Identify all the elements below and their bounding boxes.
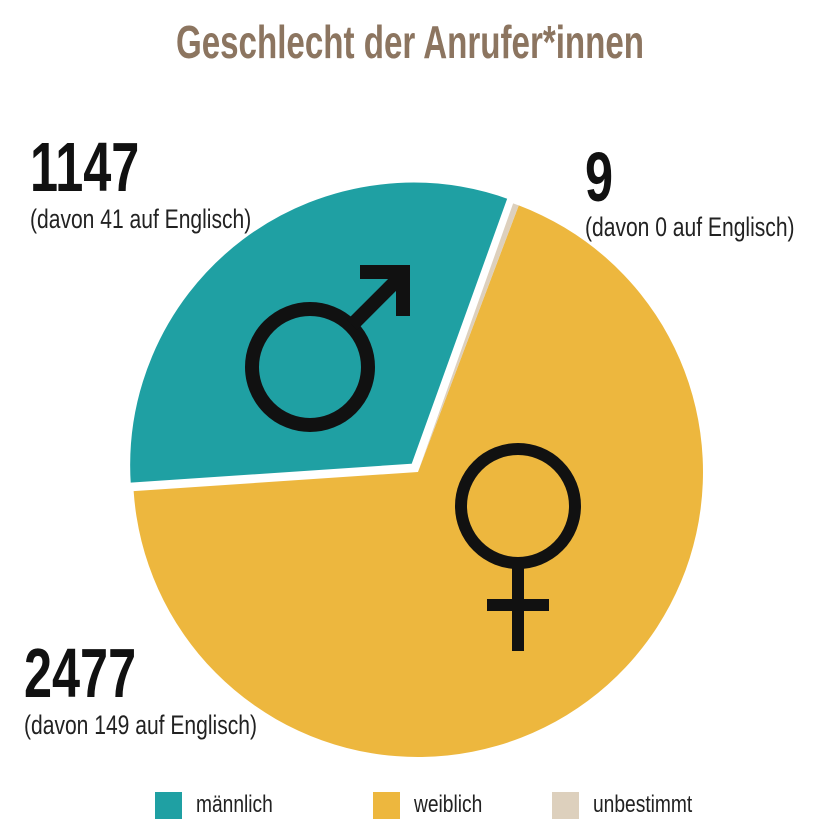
legend-label-unbestimmt: unbestimmt	[593, 791, 693, 818]
note-weiblich: (davon 149 auf Englisch)	[24, 710, 257, 740]
legend-label-weiblich: weiblich	[414, 791, 483, 818]
value-unbestimmt: 9	[585, 138, 614, 216]
female-symbol-icon	[455, 443, 581, 651]
legend-item-unbestimmt: unbestimmt	[552, 790, 717, 820]
pie-slice-weiblich	[133, 205, 703, 758]
value-weiblich: 2477	[24, 634, 137, 712]
legend-label-maennlich: männlich	[196, 791, 273, 818]
pie-slice-unbestimmt	[418, 203, 519, 472]
note-maennlich: (davon 41 auf Englisch)	[30, 204, 252, 234]
legend-swatch-maennlich	[155, 791, 182, 819]
chart-title: Geschlecht der Anrufer*innen	[175, 16, 645, 68]
male-symbol-icon	[245, 265, 410, 432]
legend-item-maennlich: männlich	[155, 790, 292, 820]
legend-item-weiblich: weiblich	[373, 790, 499, 820]
value-maennlich: 1147	[30, 128, 140, 206]
legend-swatch-weiblich	[373, 791, 400, 819]
legend-swatch-unbestimmt	[552, 791, 579, 819]
pie-slice-maennlich	[126, 178, 513, 487]
note-unbestimmt: (davon 0 auf Englisch)	[585, 212, 795, 242]
